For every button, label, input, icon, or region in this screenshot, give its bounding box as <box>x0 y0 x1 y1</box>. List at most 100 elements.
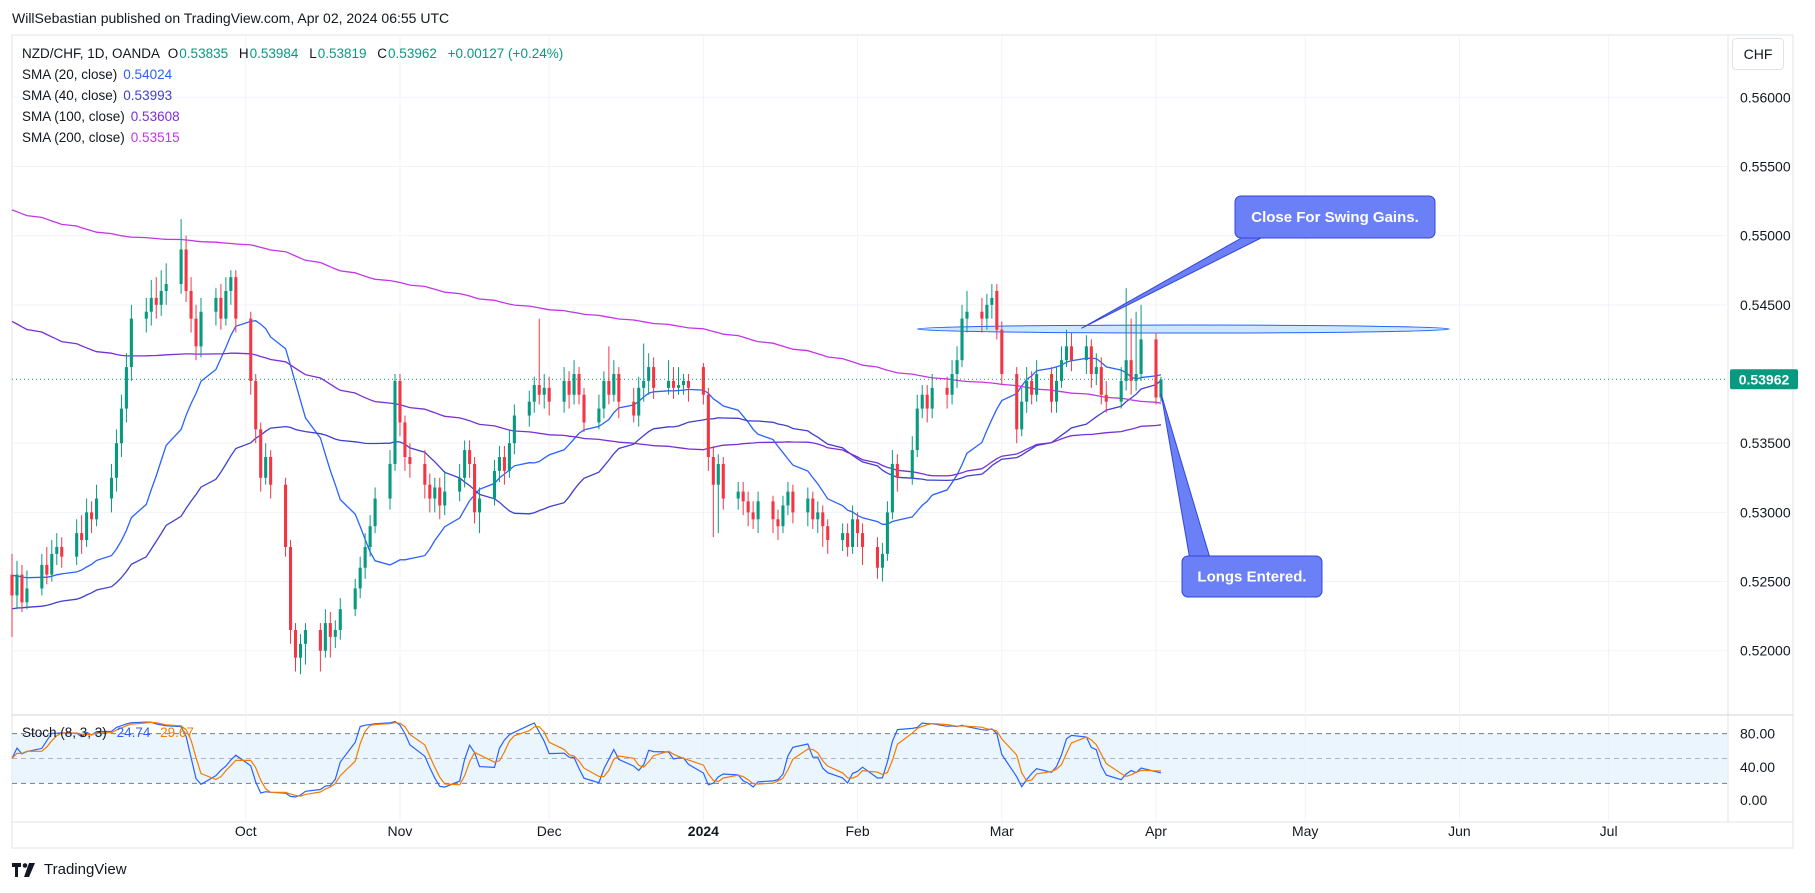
candle <box>458 477 462 492</box>
candle <box>875 546 880 568</box>
callout-text: Close For Swing Gains. <box>1251 209 1419 226</box>
candle <box>1025 380 1029 402</box>
candle <box>144 311 148 319</box>
candle <box>124 367 128 409</box>
candle <box>716 463 720 485</box>
candle <box>438 487 442 506</box>
candle <box>915 408 919 451</box>
candles <box>10 219 1163 675</box>
stoch-tick-label: 40.00 <box>1740 759 1775 775</box>
candle <box>706 394 710 458</box>
candle <box>1139 339 1143 374</box>
candle <box>671 380 676 388</box>
candle <box>328 623 332 637</box>
candle <box>667 380 671 388</box>
last-price-label: 0.53962 <box>1739 371 1790 387</box>
candle <box>841 533 845 541</box>
resistance-ellipse <box>916 324 1450 334</box>
candle <box>950 374 954 395</box>
candle <box>920 394 924 409</box>
high-value: 0.53984 <box>249 46 299 61</box>
y-tick-label: 0.55000 <box>1740 228 1791 244</box>
x-tick-label: Oct <box>235 823 257 839</box>
x-tick-label: Jul <box>1600 823 1618 839</box>
candle <box>318 629 322 651</box>
candle <box>826 526 830 541</box>
candle <box>985 304 989 319</box>
candle <box>562 380 566 402</box>
sma-100-line <box>11 320 1162 477</box>
candle <box>1064 346 1069 361</box>
candle <box>1035 374 1039 395</box>
candle <box>159 290 163 305</box>
candle <box>353 588 357 610</box>
candle <box>298 643 303 658</box>
candle <box>577 374 581 395</box>
candle <box>149 297 153 312</box>
candle <box>547 387 551 402</box>
moving-averages <box>11 209 1162 610</box>
tradingview-brand[interactable]: TradingView <box>12 861 127 878</box>
candle <box>791 491 795 513</box>
candle <box>781 505 785 527</box>
sma-20-line <box>12 320 1162 579</box>
candle <box>398 380 402 423</box>
candle <box>358 567 362 589</box>
stoch-label: Stoch (8, 3, 3) <box>22 725 107 740</box>
legend-sma40[interactable]: SMA (40, close) 0.53993 <box>22 85 172 106</box>
candle <box>1154 339 1158 398</box>
close-value: 0.53962 <box>388 46 437 61</box>
candle <box>542 387 546 395</box>
candle <box>249 318 253 381</box>
candle <box>681 380 686 386</box>
tradingview-logo-icon <box>12 862 35 877</box>
stoch-lines <box>11 720 1162 798</box>
candle <box>109 477 114 499</box>
candle <box>980 311 984 319</box>
candle <box>403 422 407 458</box>
axes: 0.56000 0.55500 0.55000 0.54500 0.53500 0.530… <box>12 89 1798 839</box>
stoch-d-value: 29.67 <box>160 725 194 740</box>
candle <box>1094 367 1098 374</box>
candle <box>632 401 636 416</box>
candle <box>269 457 273 485</box>
stoch-legend[interactable]: Stoch (8, 3, 3) 24.74 29.67 <box>22 725 194 740</box>
candle <box>1015 374 1019 430</box>
candle <box>846 533 850 547</box>
stoch-k-value: 24.74 <box>116 725 151 740</box>
candle <box>711 457 715 485</box>
candle <box>1134 374 1138 381</box>
y-tick-label: 0.56000 <box>1740 89 1791 105</box>
y-tick-label: 0.52500 <box>1740 574 1791 590</box>
change-value: +0.00127 (+0.24%) <box>447 46 564 61</box>
legend-sma100[interactable]: SMA (100, close) 0.53608 <box>22 106 180 127</box>
candle <box>1084 346 1088 361</box>
callout-close-swing: Close For Swing Gains. <box>1081 195 1436 329</box>
x-tick-label: Jun <box>1448 823 1471 839</box>
candle <box>895 463 899 478</box>
candle <box>1119 380 1123 402</box>
candle <box>990 297 994 305</box>
candle <box>224 290 228 319</box>
candle <box>502 457 506 471</box>
legend-sma20[interactable]: SMA (20, close) 0.54024 <box>22 64 172 85</box>
candle <box>721 463 725 499</box>
candle <box>468 450 472 464</box>
brand-label: TradingView <box>44 861 127 878</box>
candle <box>1124 360 1128 381</box>
last-price-badge <box>1730 369 1798 390</box>
candle <box>338 609 342 630</box>
legend-sma200[interactable]: SMA (200, close) 0.53515 <box>22 127 180 148</box>
candle <box>284 484 288 547</box>
candle <box>373 498 377 527</box>
candle <box>1159 379 1163 398</box>
callout-tail <box>1160 393 1211 561</box>
open-value: 0.53835 <box>179 46 229 61</box>
legend-value: 0.54024 <box>123 67 173 82</box>
candle <box>880 553 884 568</box>
stoch-panel <box>12 733 1728 784</box>
currency-button[interactable]: CHF <box>1732 38 1784 70</box>
x-tick-label: Nov <box>388 823 413 839</box>
callout-tail <box>1081 235 1266 329</box>
